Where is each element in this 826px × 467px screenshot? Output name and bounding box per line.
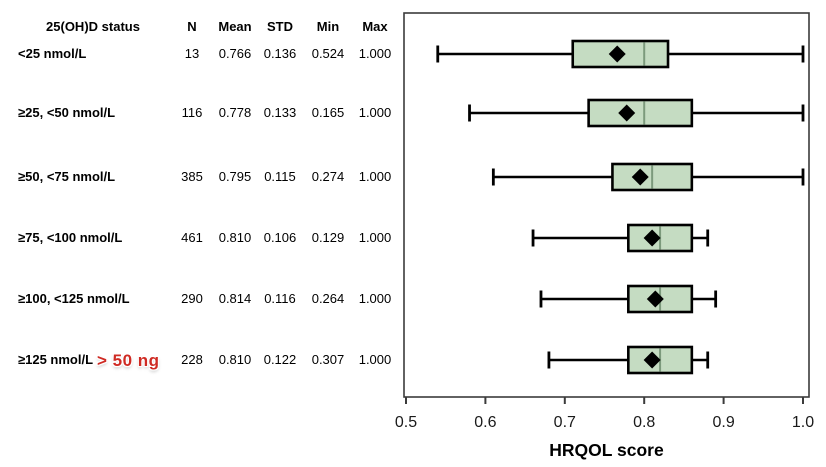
table-cell-n: 290 xyxy=(181,291,203,306)
x-axis-tick-label: 0.6 xyxy=(474,414,496,431)
table-cell-label: ≥100, <125 nmol/L xyxy=(18,291,130,306)
table-cell-std: 0.136 xyxy=(263,46,297,61)
mean-diamond-marker xyxy=(643,351,661,369)
table-cell-mean: 0.778 xyxy=(218,105,252,120)
table-cell-label: ≥25, <50 nmol/L xyxy=(18,105,116,120)
plot-frame xyxy=(403,12,810,398)
table-cell-max: 1.000 xyxy=(358,105,392,120)
table-cell-std: 0.115 xyxy=(264,169,296,184)
table-cell-n: 228 xyxy=(181,352,203,367)
table-cell-mean: 0.766 xyxy=(218,46,252,61)
column-header-std: STD xyxy=(267,19,293,34)
box-row xyxy=(491,162,805,192)
x-axis-tick-label: 0.9 xyxy=(712,414,734,431)
red-annotation: > 50 ng xyxy=(97,351,160,370)
table-cell-max: 1.000 xyxy=(358,291,392,306)
mean-diamond-marker xyxy=(643,229,661,247)
table-cell-std: 0.116 xyxy=(264,291,296,306)
mean-diamond-marker xyxy=(618,104,636,122)
table-cell-min: 0.274 xyxy=(311,169,345,184)
table-cell-n: 385 xyxy=(181,169,203,184)
table-cell-n: 13 xyxy=(184,46,200,61)
table-cell-label: ≥50, <75 nmol/L xyxy=(18,169,116,184)
table-cell-n: 461 xyxy=(181,230,203,245)
table-cell-mean: 0.810 xyxy=(218,352,252,367)
mean-diamond-marker xyxy=(631,168,649,186)
column-header-max: Max xyxy=(362,19,388,34)
mean-diamond-marker xyxy=(608,45,626,63)
box-row xyxy=(436,39,805,69)
x-axis-tick-label: 1.0 xyxy=(792,414,814,431)
box-row xyxy=(547,345,710,375)
mean-diamond-marker xyxy=(646,290,664,308)
x-axis-tick-label: 0.5 xyxy=(395,414,417,431)
x-axis-tick-label: 0.7 xyxy=(554,414,576,431)
table-cell-mean: 0.814 xyxy=(218,291,252,306)
iqr-box xyxy=(587,98,694,128)
table-cell-mean: 0.810 xyxy=(218,230,252,245)
table-cell-mean: 0.795 xyxy=(218,169,252,184)
x-axis-tick-label: 0.8 xyxy=(633,414,655,431)
table-cell-max: 1.000 xyxy=(358,46,392,61)
table-cell-std: 0.106 xyxy=(263,230,297,245)
table-cell-label: ≥75, <100 nmol/L xyxy=(18,230,123,245)
column-header-status: 25(OH)D status xyxy=(46,19,140,34)
table-cell-n: 116 xyxy=(181,105,203,120)
table-cell-min: 0.165 xyxy=(311,105,345,120)
x-axis-label: HRQOL score xyxy=(549,440,664,460)
column-header-min: Min xyxy=(316,19,340,34)
table-cell-min: 0.264 xyxy=(311,291,345,306)
box-row xyxy=(531,223,710,253)
table-cell-label: <25 nmol/L xyxy=(18,46,87,61)
table-cell-std: 0.133 xyxy=(263,105,297,120)
table-cell-label: ≥125 nmol/L xyxy=(18,352,94,367)
box-row xyxy=(539,284,718,314)
table-cell-max: 1.000 xyxy=(358,230,392,245)
table-cell-min: 0.524 xyxy=(311,46,345,61)
table-cell-max: 1.000 xyxy=(358,352,392,367)
column-header-mean: Mean xyxy=(218,19,252,34)
table-cell-max: 1.000 xyxy=(358,169,392,184)
table-cell-min: 0.129 xyxy=(311,230,345,245)
column-header-n: N xyxy=(187,19,197,34)
table-cell-min: 0.307 xyxy=(311,352,345,367)
table-cell-std: 0.122 xyxy=(263,352,297,367)
box-row xyxy=(468,98,805,128)
